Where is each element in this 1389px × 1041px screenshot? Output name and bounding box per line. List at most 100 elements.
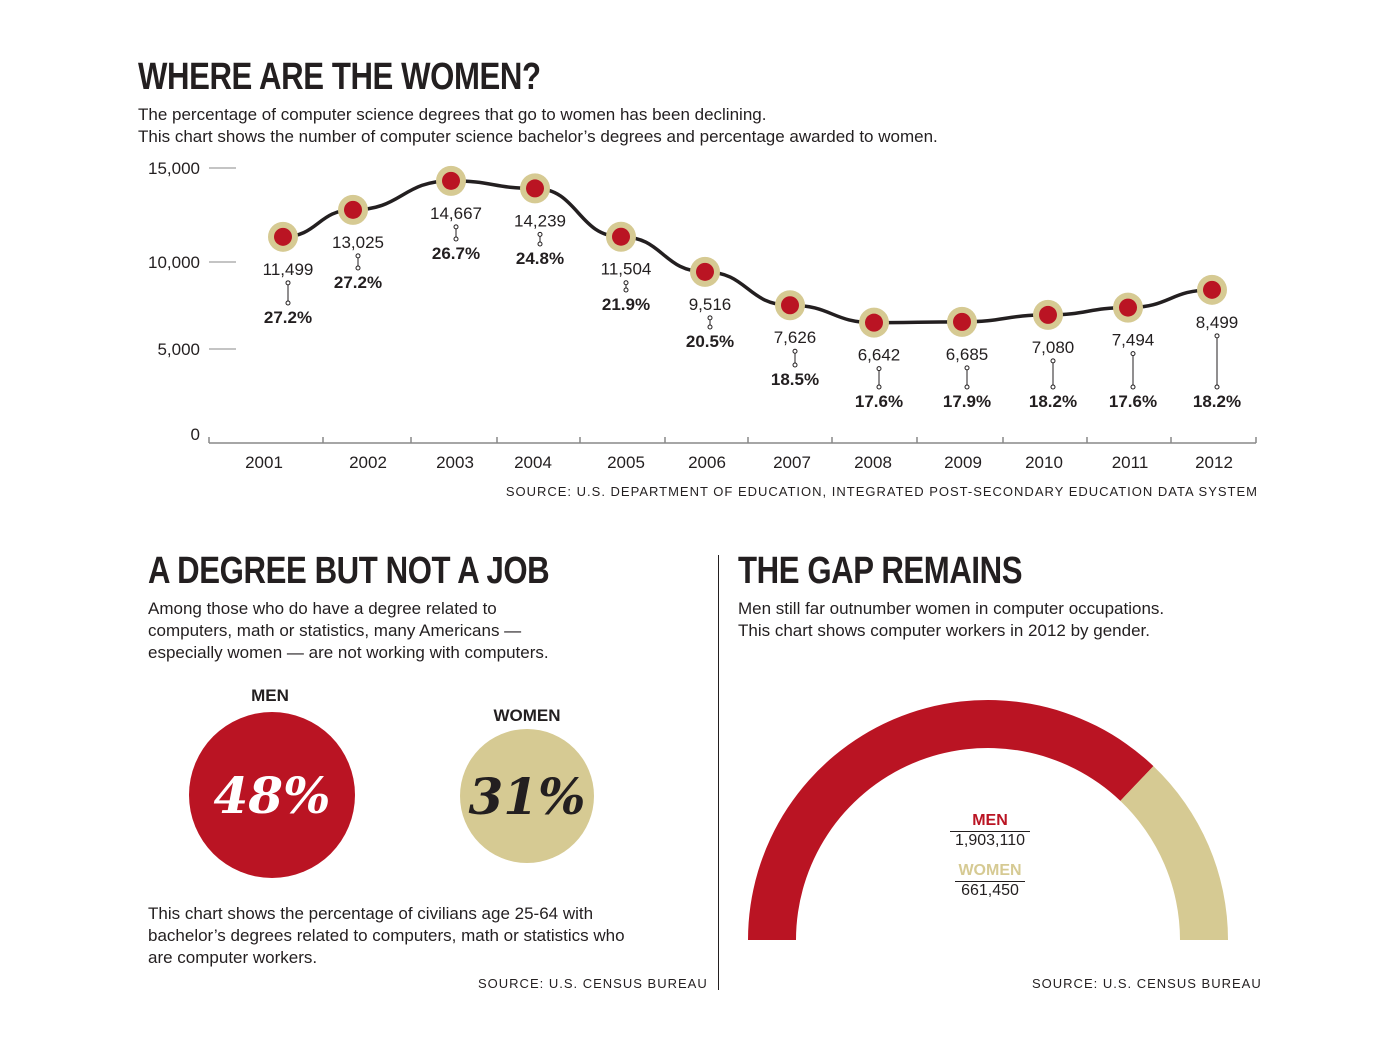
gauge-legend: MEN 1,903,110 WOMEN 661,450 <box>950 812 1030 900</box>
data-value-label: 11,504 <box>601 260 652 279</box>
leader-dot <box>453 224 459 230</box>
data-point <box>274 227 292 246</box>
y-tick-label: 5,000 <box>157 340 200 359</box>
leader-dot <box>964 384 970 390</box>
leader-dot <box>707 315 713 321</box>
data-point <box>696 262 714 281</box>
data-point <box>344 200 362 219</box>
leader-dot <box>792 348 798 354</box>
data-point <box>953 312 971 331</box>
data-point <box>1119 298 1137 317</box>
y-tick-label: 10,000 <box>148 253 200 272</box>
left-title: A DEGREE BUT NOT A JOB <box>148 550 550 592</box>
leader-dot <box>876 366 882 372</box>
gauge-women-value: 661,450 <box>955 881 1025 900</box>
x-tick-label: 2001 <box>245 453 283 472</box>
gauge-segment-women <box>1120 766 1228 940</box>
leader-dot <box>1130 384 1136 390</box>
leader-dot <box>1130 351 1136 357</box>
section-divider <box>718 555 719 990</box>
y-tick-label: 15,000 <box>148 159 200 178</box>
leader-dot <box>537 231 543 237</box>
percent-women-label: 21.9% <box>602 295 650 314</box>
data-points: 11,499 27.2% 13,025 27.2% 14,667 26.7% 14,239 2… <box>263 165 1241 411</box>
data-value-label: 6,685 <box>946 345 989 364</box>
leader-dot <box>1214 384 1220 390</box>
data-value-label: 13,025 <box>332 233 384 252</box>
leader-dot <box>355 265 361 271</box>
data-point <box>1039 305 1057 324</box>
data-point <box>612 227 630 246</box>
percent-women-label: 17.6% <box>1109 392 1157 411</box>
percent-women-label: 18.5% <box>771 370 819 389</box>
leader-dot <box>453 236 459 242</box>
main-subtitle: The percentage of computer science degre… <box>138 104 938 148</box>
right-intro: Men still far outnumber women in compute… <box>738 598 1164 642</box>
right-source: SOURCE: U.S. CENSUS BUREAU <box>1032 976 1262 991</box>
data-value-label: 14,667 <box>430 204 482 223</box>
men-percent: 48% <box>213 765 331 825</box>
data-value-label: 14,239 <box>514 211 566 230</box>
leader-dot <box>623 280 629 286</box>
x-tick-label: 2008 <box>854 453 892 472</box>
data-point <box>442 171 460 190</box>
leader-dot <box>1050 358 1056 364</box>
leader-dot <box>1214 333 1220 339</box>
main-subtitle-line-1: The percentage of computer science degre… <box>138 105 767 124</box>
percent-women-label: 24.8% <box>516 249 564 268</box>
data-value-label: 6,642 <box>858 346 901 365</box>
right-intro-line-2: This chart shows computer workers in 201… <box>738 621 1150 640</box>
x-tick-label: 2002 <box>349 453 387 472</box>
data-value-label: 8,499 <box>1196 313 1239 332</box>
data-value-label: 9,516 <box>689 295 732 314</box>
left-note-line-3: are computer workers. <box>148 948 318 967</box>
x-tick-label: 2006 <box>688 453 726 472</box>
left-source: SOURCE: U.S. CENSUS BUREAU <box>478 976 708 991</box>
right-intro-line-1: Men still far outnumber women in compute… <box>738 599 1165 618</box>
percent-women-label: 27.2% <box>334 273 382 292</box>
leader-dot <box>285 300 291 306</box>
left-intro-line-3: especially women — are not working with … <box>148 643 549 662</box>
leader-dot <box>355 253 361 259</box>
left-note: This chart shows the percentage of civil… <box>148 903 625 969</box>
left-intro-line-1: Among those who do have a degree related… <box>148 599 497 618</box>
x-axis: 2001 2002 2003 2004 2005 2006 2007 2008 2009 2010… <box>208 437 1257 472</box>
x-tick-label: 2005 <box>607 453 645 472</box>
leader-dot <box>537 241 543 247</box>
y-axis: 0 5,000 10,000 15,000 <box>148 159 236 444</box>
leader-dot <box>964 365 970 371</box>
percent-women-label: 17.6% <box>855 392 903 411</box>
x-tick-label: 2011 <box>1112 453 1149 472</box>
series-line <box>282 179 1213 325</box>
x-tick-label: 2010 <box>1025 453 1063 472</box>
y-tick-label: 0 <box>191 425 200 444</box>
men-circle: 48% <box>189 712 355 878</box>
leader-dot <box>876 384 882 390</box>
data-value-label: 7,080 <box>1032 338 1075 357</box>
percent-women-label: 18.2% <box>1193 392 1241 411</box>
left-note-line-2: bachelor’s degrees related to computers,… <box>148 926 625 945</box>
gauge-chart <box>748 700 1228 940</box>
percent-women-label: 26.7% <box>432 244 480 263</box>
percent-women-label: 17.9% <box>943 392 991 411</box>
women-circle: 31% <box>460 729 594 863</box>
data-value-label: 7,626 <box>774 328 817 347</box>
x-tick-label: 2007 <box>773 453 811 472</box>
gauge-men-value: 1,903,110 <box>950 831 1030 850</box>
percent-women-label: 18.2% <box>1029 392 1077 411</box>
women-label: WOMEN <box>493 706 561 725</box>
gauge-men-label: MEN <box>972 812 1008 829</box>
gauge-segment-men <box>748 700 1154 940</box>
main-subtitle-line-2: This chart shows the number of computer … <box>138 127 938 146</box>
data-point <box>1203 280 1221 299</box>
x-tick-label: 2004 <box>514 453 552 472</box>
left-intro-line-2: computers, math or statistics, many Amer… <box>148 621 522 640</box>
data-value-label: 11,499 <box>263 260 314 279</box>
percent-women-label: 27.2% <box>264 308 312 327</box>
data-point <box>781 296 799 315</box>
data-point <box>526 179 544 198</box>
right-title: THE GAP REMAINS <box>738 550 1023 592</box>
men-label: MEN <box>251 686 289 705</box>
left-note-line-1: This chart shows the percentage of civil… <box>148 904 594 923</box>
